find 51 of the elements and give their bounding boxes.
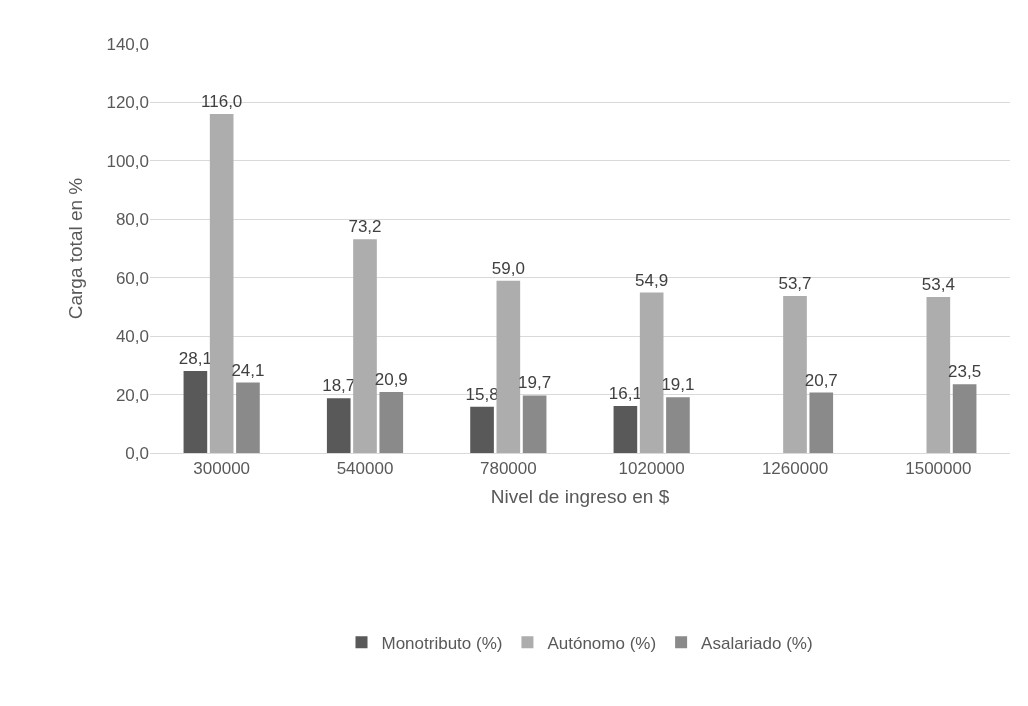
data-label: 18,7 [322,376,356,396]
data-label: 20,9 [374,369,408,389]
y-tick-label: 120,0 [106,93,149,113]
bar [809,392,834,453]
data-label: 53,7 [778,274,812,294]
bar [379,391,404,453]
y-tick-label: 20,0 [115,385,149,405]
bar [236,382,260,453]
bar [926,297,951,453]
bar [639,292,664,453]
bar [326,398,351,453]
y-axis-title: Carga total en % [65,177,87,320]
bar [613,405,638,453]
data-label: 28,1 [178,348,212,368]
legend-label: Autónomo (%) [547,633,657,653]
bar [666,397,690,453]
x-axis-title: Nivel de ingreso en $ [490,486,670,508]
x-tick-label: 780000 [479,459,537,479]
data-label: 20,7 [804,370,838,390]
data-label: 53,4 [921,275,955,294]
data-label: 54,9 [635,270,669,290]
y-tick-label: 0,0 [125,443,149,463]
legend-label: Monotributo (%) [381,633,503,653]
bar [496,280,521,453]
bar [209,114,234,453]
bar [522,395,547,453]
data-label: 73,2 [348,217,382,237]
bar [353,239,377,453]
bar [470,406,494,453]
data-label: 23,5 [948,362,982,382]
y-tick-label: 80,0 [115,210,149,230]
data-label: 19,7 [518,373,552,393]
y-tick-label: 100,0 [106,151,149,171]
data-label: 116,0 [201,92,243,112]
data-label: 59,0 [491,258,525,278]
data-label: 15,8 [465,384,499,404]
x-tick-label: 540000 [336,459,394,479]
data-label: 16,1 [608,383,642,403]
data-label: 24,1 [231,360,265,380]
x-tick-label: 300000 [193,459,251,479]
x-tick-label: 1260000 [761,459,829,479]
bar [952,384,977,453]
legend-label: Asalariado (%) [701,633,813,653]
x-tick-label: 1500000 [905,459,972,479]
y-tick-label: 140,0 [106,34,149,54]
x-tick-label: 1020000 [618,459,685,479]
bar [783,296,807,453]
data-label: 19,1 [661,375,695,395]
y-tick-label: 60,0 [115,268,149,288]
y-tick-label: 40,0 [115,327,149,347]
bar [183,370,208,453]
